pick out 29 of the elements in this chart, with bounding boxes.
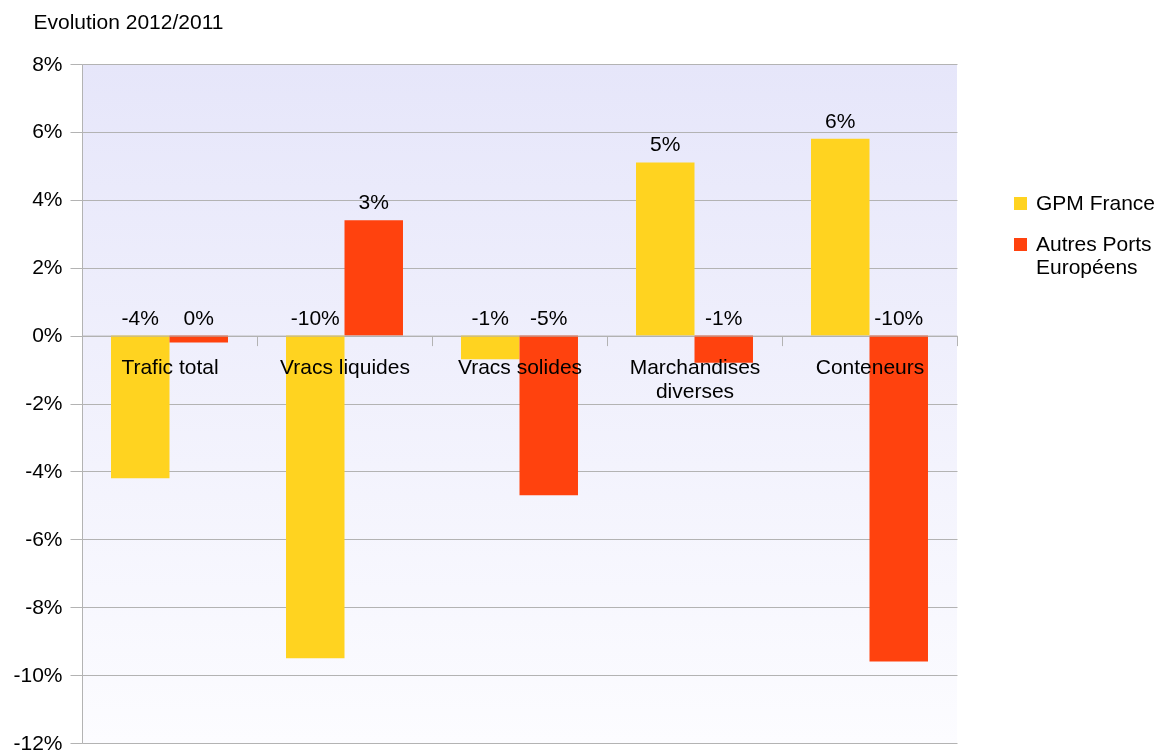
y-tick-label: -4% — [25, 458, 63, 482]
y-axis-title: Evolution 2012/2011 — [33, 9, 224, 33]
y-tick-label: -12% — [13, 730, 63, 751]
bar — [344, 220, 403, 336]
data-label: 6% — [825, 108, 856, 132]
data-label: 3% — [358, 190, 389, 214]
data-label: 5% — [650, 132, 681, 156]
y-tick-label: 0% — [32, 323, 63, 347]
y-tick-label: -2% — [25, 391, 63, 414]
y-tick-label: 6% — [32, 119, 63, 143]
data-label: -1% — [705, 305, 743, 329]
data-label: -5% — [530, 305, 568, 329]
legend-label: Autres Ports Européens — [1036, 231, 1152, 278]
data-label: -1% — [471, 305, 509, 329]
y-tick-label: 4% — [32, 187, 63, 211]
bar — [811, 138, 870, 336]
bar — [636, 162, 695, 336]
y-tick-label: 2% — [32, 255, 63, 279]
bar — [461, 335, 520, 360]
x-tick-label: Marchandises diverses — [629, 355, 761, 403]
data-label: -10% — [290, 305, 340, 329]
y-tick-label: -10% — [13, 662, 63, 686]
data-label: -4% — [121, 305, 159, 329]
y-tick-label: 8% — [32, 51, 63, 75]
legend-label: GPM France — [1036, 190, 1154, 214]
data-label: 0% — [183, 305, 214, 329]
y-tick-label: -8% — [25, 594, 63, 618]
y-tick-label: -6% — [25, 526, 63, 550]
data-label: -10% — [874, 305, 924, 329]
